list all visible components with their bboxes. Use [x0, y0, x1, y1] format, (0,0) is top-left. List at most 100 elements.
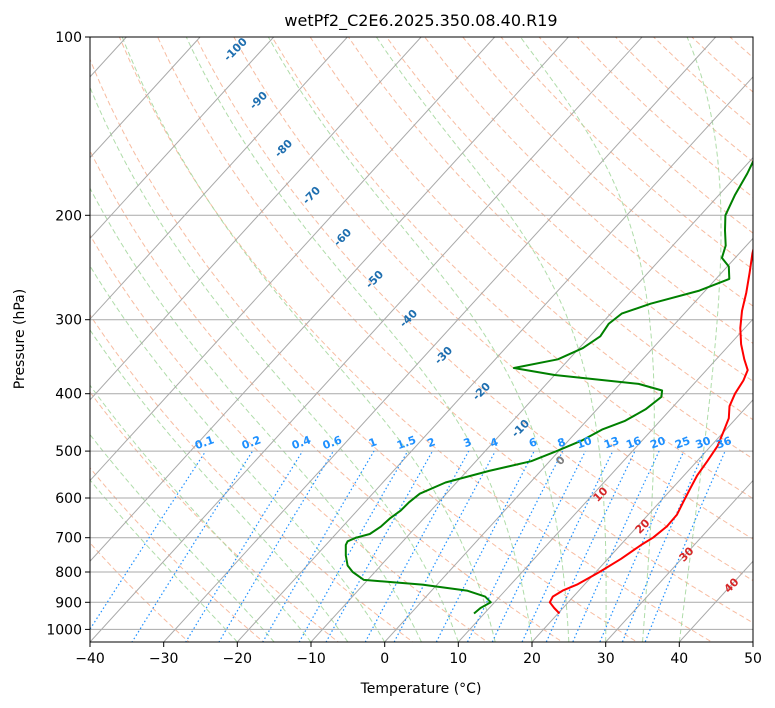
x-tick-label: −20	[223, 651, 253, 667]
mixing-ratio-label: 20	[648, 434, 667, 452]
mixing-ratio-label: 3	[462, 435, 474, 450]
y-tick-label: 200	[55, 208, 82, 224]
isotherm-line	[90, 37, 422, 401]
moist-adiabat-line	[185, 37, 533, 642]
x-tick-label: 10	[449, 651, 467, 667]
y-tick-label: 800	[55, 565, 82, 581]
dry-adiabat-line	[195, 37, 753, 582]
moist-adiabat-line	[519, 37, 655, 642]
dry-adiabat-line	[233, 37, 753, 540]
background-lines	[90, 37, 753, 642]
mixing-ratio-label: 10	[575, 434, 594, 452]
isotherm-line	[90, 37, 201, 159]
mixing-ratio-label: 0.6	[321, 433, 344, 452]
y-tick-label: 500	[55, 444, 82, 460]
isotherm-line	[90, 37, 643, 642]
mixing-ratio-label: 8	[556, 435, 568, 450]
x-tick-label: 40	[670, 651, 688, 667]
mixing-ratio-line	[185, 450, 304, 642]
mixing-ratio-line	[218, 450, 334, 642]
isotherm-line	[90, 37, 348, 320]
plot-frame	[89, 36, 754, 643]
dry-adiabat-line	[424, 37, 753, 344]
isotherm-line	[236, 76, 753, 642]
dry-adiabat-line	[90, 149, 564, 642]
dry-adiabat-line	[309, 37, 753, 460]
x-tick-label: 50	[744, 651, 762, 667]
isotherm-line	[310, 156, 753, 642]
x-tick-label: −40	[75, 651, 105, 667]
y-tick-label: 900	[55, 595, 82, 611]
moist-adiabat-line	[267, 37, 570, 642]
y-tick-label: 300	[55, 313, 82, 329]
mixing-ratio-label: 4	[488, 435, 500, 450]
y-axis-label: Pressure (hPa)	[12, 289, 28, 389]
mixing-ratio-label: 1.5	[395, 433, 418, 452]
x-tick-label: −30	[149, 651, 179, 667]
temperature-profile-line	[548, 246, 753, 615]
axes: −40 −30 −20 −10 0 10 20 30 40 5010020030040050060…	[46, 30, 762, 667]
mixing-ratio-line	[262, 450, 375, 642]
isotherm-line	[90, 37, 496, 482]
moist-adiabat-line	[90, 187, 422, 642]
mixing-ratio-label: 13	[602, 434, 621, 451]
isotherm-line	[384, 237, 753, 642]
moist-adiabat-line	[375, 37, 607, 642]
mixing-ratio-label: 2	[425, 435, 437, 450]
dewpoint-profile-line	[344, 159, 753, 615]
dry-adiabat-line	[90, 234, 489, 642]
mixing-ratio-label: 0.1	[193, 433, 216, 452]
x-axis-label: Temperature (°C)	[360, 681, 482, 697]
x-tick-label: 20	[523, 651, 541, 667]
mixing-ratio-label: 0.2	[240, 433, 263, 452]
mixing-ratio-label: 30	[694, 434, 713, 452]
mixing-ratio-line	[90, 450, 207, 631]
mixing-ratio-line	[131, 450, 254, 642]
dry-adiabat-line	[90, 58, 638, 642]
y-tick-label: 700	[55, 531, 82, 547]
mixing-ratio-label: 6	[527, 435, 539, 450]
isotherm-line	[605, 479, 753, 642]
mixing-ratio-label: 25	[673, 434, 692, 451]
mixing-ratio-line	[521, 450, 614, 642]
dry-adiabat-line	[157, 37, 753, 624]
x-tick-label: 30	[597, 651, 615, 667]
y-tick-label: 1000	[46, 622, 82, 638]
dry-adiabat-line	[90, 391, 340, 642]
mixing-ratio-line	[491, 450, 586, 642]
moist-adiabat-line	[90, 86, 459, 642]
profile-lines	[344, 159, 753, 615]
isotherm-line	[90, 37, 275, 240]
isotherm-line	[457, 318, 753, 642]
mixing-ratio-line	[364, 450, 470, 642]
y-tick-label: 100	[55, 30, 82, 46]
moist-adiabat-line	[90, 433, 275, 642]
mixing-ratio-line	[644, 450, 726, 642]
y-tick-label: 600	[55, 491, 82, 507]
isotherm-line	[90, 37, 569, 562]
mixing-ratio-label: 16	[624, 434, 643, 452]
dry-adiabat-line	[118, 37, 713, 642]
x-tick-label: 0	[380, 651, 389, 667]
moist-adiabat-line	[678, 37, 722, 642]
dry-adiabat-line	[347, 37, 753, 421]
dry-adiabat-line	[90, 467, 265, 642]
mixing-ratio-label: 1	[367, 435, 379, 450]
moist-adiabat-line	[90, 329, 349, 642]
chart-title: wetPf2_C2E6.2025.350.08.40.R19	[284, 11, 557, 31]
mixing-ratio-line	[298, 450, 409, 642]
dry-adiabat-line	[90, 313, 414, 642]
isotherm-line	[163, 37, 717, 642]
moist-adiabat-line	[121, 37, 496, 642]
moist-adiabat-line	[90, 479, 238, 642]
mixing-ratio-label: 36	[714, 434, 733, 452]
isotherm-line	[531, 399, 753, 642]
y-tick-label: 400	[55, 387, 82, 403]
moist-adiabat-line	[90, 264, 386, 642]
x-tick-label: −10	[296, 651, 326, 667]
mixing-ratio-line	[545, 450, 636, 642]
dry-adiabat-line	[462, 37, 753, 307]
mixing-ratio-line	[466, 450, 564, 642]
